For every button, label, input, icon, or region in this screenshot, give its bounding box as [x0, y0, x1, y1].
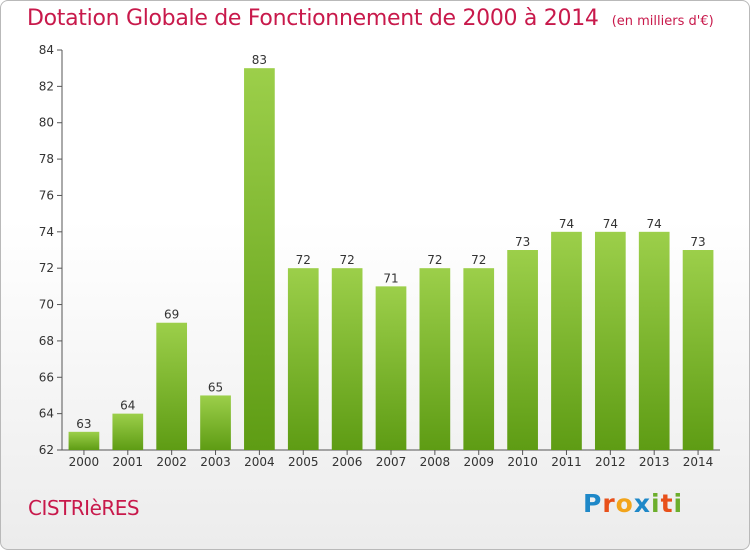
y-tick-label: 80 — [39, 116, 54, 130]
x-tick-label: 2014 — [683, 455, 714, 469]
value-label: 73 — [515, 235, 530, 249]
bar-2009 — [463, 268, 495, 450]
x-tick-label: 2000 — [69, 455, 100, 469]
logo-letter: x — [633, 489, 651, 518]
x-tick-label: 2012 — [595, 455, 626, 469]
y-tick-label: 82 — [39, 79, 54, 93]
bar-2003 — [200, 395, 231, 450]
x-tick-label: 2011 — [551, 455, 582, 469]
value-label: 65 — [208, 380, 223, 394]
x-tick-label: 2008 — [420, 455, 451, 469]
bar-2010 — [507, 250, 538, 450]
y-tick-label: 70 — [39, 298, 54, 312]
x-tick-label: 2002 — [156, 455, 187, 469]
y-tick-label: 74 — [39, 225, 54, 239]
x-axis: 2000 2001 2002 2003 2004 2005 2006 2007 2008 2009… — [62, 449, 720, 469]
value-label: 74 — [603, 217, 618, 231]
value-label: 71 — [383, 271, 398, 285]
x-tick-label: 2010 — [507, 455, 538, 469]
y-tick-label: 84 — [39, 43, 54, 57]
bar-2001 — [112, 413, 144, 450]
x-tick-label: 2003 — [200, 455, 231, 469]
value-label: 83 — [252, 53, 267, 67]
x-tick-label: 2007 — [376, 455, 407, 469]
value-label: 72 — [296, 253, 311, 267]
y-tick-label: 72 — [39, 261, 54, 275]
logo-letter: r — [602, 489, 616, 518]
logo-letter: i — [651, 489, 661, 518]
chart-title-block: Dotation Globale de Fonctionnement de 20… — [27, 6, 714, 31]
x-tick-label: 2004 — [244, 455, 275, 469]
chart-title: Dotation Globale de Fonctionnement de 20… — [27, 6, 599, 31]
bar-2007 — [375, 286, 407, 450]
logo-letter: P — [583, 489, 603, 518]
value-labels-group: 63 64 69 65 83 72 72 71 72 72 73 74 74 74 73 — [76, 53, 705, 431]
unit-note: (en milliers d'€) — [611, 14, 714, 29]
y-tick-label: 62 — [39, 443, 54, 457]
x-tick-label: 2005 — [288, 455, 319, 469]
bar-2011 — [551, 231, 582, 450]
x-tick-label: 2013 — [639, 455, 670, 469]
y-tick-label: 76 — [39, 188, 54, 202]
value-label: 69 — [164, 308, 179, 322]
value-label: 72 — [471, 253, 486, 267]
logo-letter: i — [673, 489, 684, 518]
logo-letter: o — [615, 489, 634, 518]
y-tick-label: 78 — [39, 152, 54, 166]
bar-2000 — [68, 431, 100, 450]
bar-2014 — [682, 250, 714, 450]
y-tick-label: 68 — [39, 334, 54, 348]
bars-group — [68, 68, 714, 450]
x-tick-label: 2009 — [463, 455, 494, 469]
commune-name: CISTRIèRES — [28, 496, 140, 520]
y-tick-label: 64 — [39, 407, 54, 421]
bar-2006 — [331, 268, 363, 450]
x-tick-label: 2006 — [332, 455, 363, 469]
value-label: 74 — [647, 217, 662, 231]
bar-2002 — [156, 322, 188, 450]
value-label: 74 — [559, 217, 574, 231]
y-axis: 62 64 66 68 70 72 74 76 78 80 82 84 — [39, 43, 63, 457]
logo-letter: t — [660, 489, 674, 518]
value-label: 72 — [427, 253, 442, 267]
bar-2012 — [594, 231, 626, 450]
bar-2008 — [419, 268, 451, 450]
value-label: 73 — [690, 235, 705, 249]
value-label: 72 — [339, 253, 354, 267]
y-tick-label: 66 — [39, 370, 54, 384]
bar-2013 — [638, 231, 670, 450]
bar-2004 — [244, 68, 275, 450]
value-label: 64 — [120, 399, 135, 413]
proxiti-logo: Proxiti — [583, 489, 683, 518]
value-label: 63 — [76, 417, 91, 431]
x-tick-label: 2001 — [113, 455, 144, 469]
bar-2005 — [287, 268, 319, 450]
